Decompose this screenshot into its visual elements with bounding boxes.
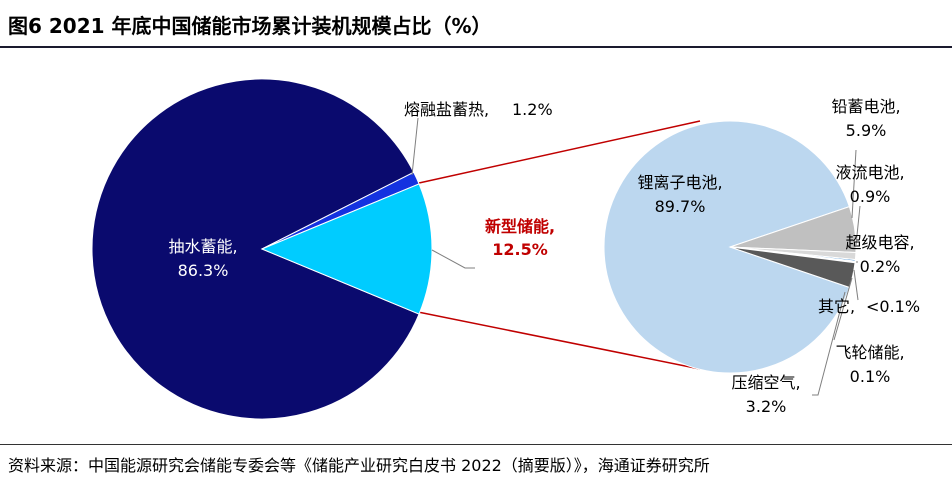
leader-flow-battery	[855, 205, 861, 246]
label-other: 其它,	[818, 297, 855, 316]
value-supercapacitor: 0.2%	[860, 257, 901, 276]
leader-flywheel	[833, 277, 853, 341]
title-bar: 图6 2021 年底中国储能市场累计装机规模占比（%）	[0, 0, 952, 48]
chart-title: 图6 2021 年底中国储能市场累计装机规模占比（%）	[8, 14, 492, 38]
pie-of-pie-chart: 抽水蓄能, 86.3% 熔融盐蓄热, 1.2% 新型储能, 12.5% 锂离子电…	[91, 78, 920, 420]
value-lithium: 89.7%	[655, 197, 706, 216]
breakdown-pie	[603, 120, 857, 374]
leader-molten-salt	[411, 117, 419, 176]
label-new-storage: 新型储能,	[485, 217, 555, 236]
leader-compressed-air	[812, 291, 846, 396]
slice-new-storage	[260, 183, 433, 315]
label-molten-salt: 熔融盐蓄热,	[404, 100, 489, 119]
connector-line-bottom	[417, 311, 701, 370]
leader-lead-acid	[851, 149, 857, 219]
label-lithium: 锂离子电池,	[637, 173, 722, 192]
value-lead-acid: 5.9%	[846, 121, 887, 140]
leader-other	[853, 269, 859, 301]
slice-pumped-hydro	[91, 78, 420, 420]
value-compressed-air: 3.2%	[746, 397, 787, 416]
label-pumped-hydro: 抽水蓄能,	[168, 237, 237, 256]
value-other: <0.1%	[866, 297, 920, 316]
source-note: 资料来源：中国能源研究会储能专委会等《储能产业研究白皮书 2022（摘要版）》，…	[8, 456, 710, 475]
value-flow-battery: 0.9%	[850, 187, 891, 206]
label-compressed-air: 压缩空气,	[731, 373, 800, 392]
title-rule	[0, 46, 952, 48]
value-pumped-hydro: 86.3%	[178, 261, 229, 280]
value-molten-salt: 1.2%	[512, 100, 553, 119]
slice-lithium	[603, 120, 850, 374]
source-rule	[0, 444, 952, 445]
label-flywheel: 飞轮储能,	[835, 343, 904, 362]
label-flow-battery: 液流电池,	[835, 163, 904, 182]
leader-new-storage	[431, 249, 475, 269]
label-lead-acid: 铅蓄电池,	[831, 97, 900, 116]
value-flywheel: 0.1%	[850, 367, 891, 386]
label-supercapacitor: 超级电容,	[845, 233, 914, 252]
connector-line-top	[418, 120, 701, 184]
main-pie	[91, 78, 433, 420]
value-new-storage: 12.5%	[492, 240, 548, 259]
